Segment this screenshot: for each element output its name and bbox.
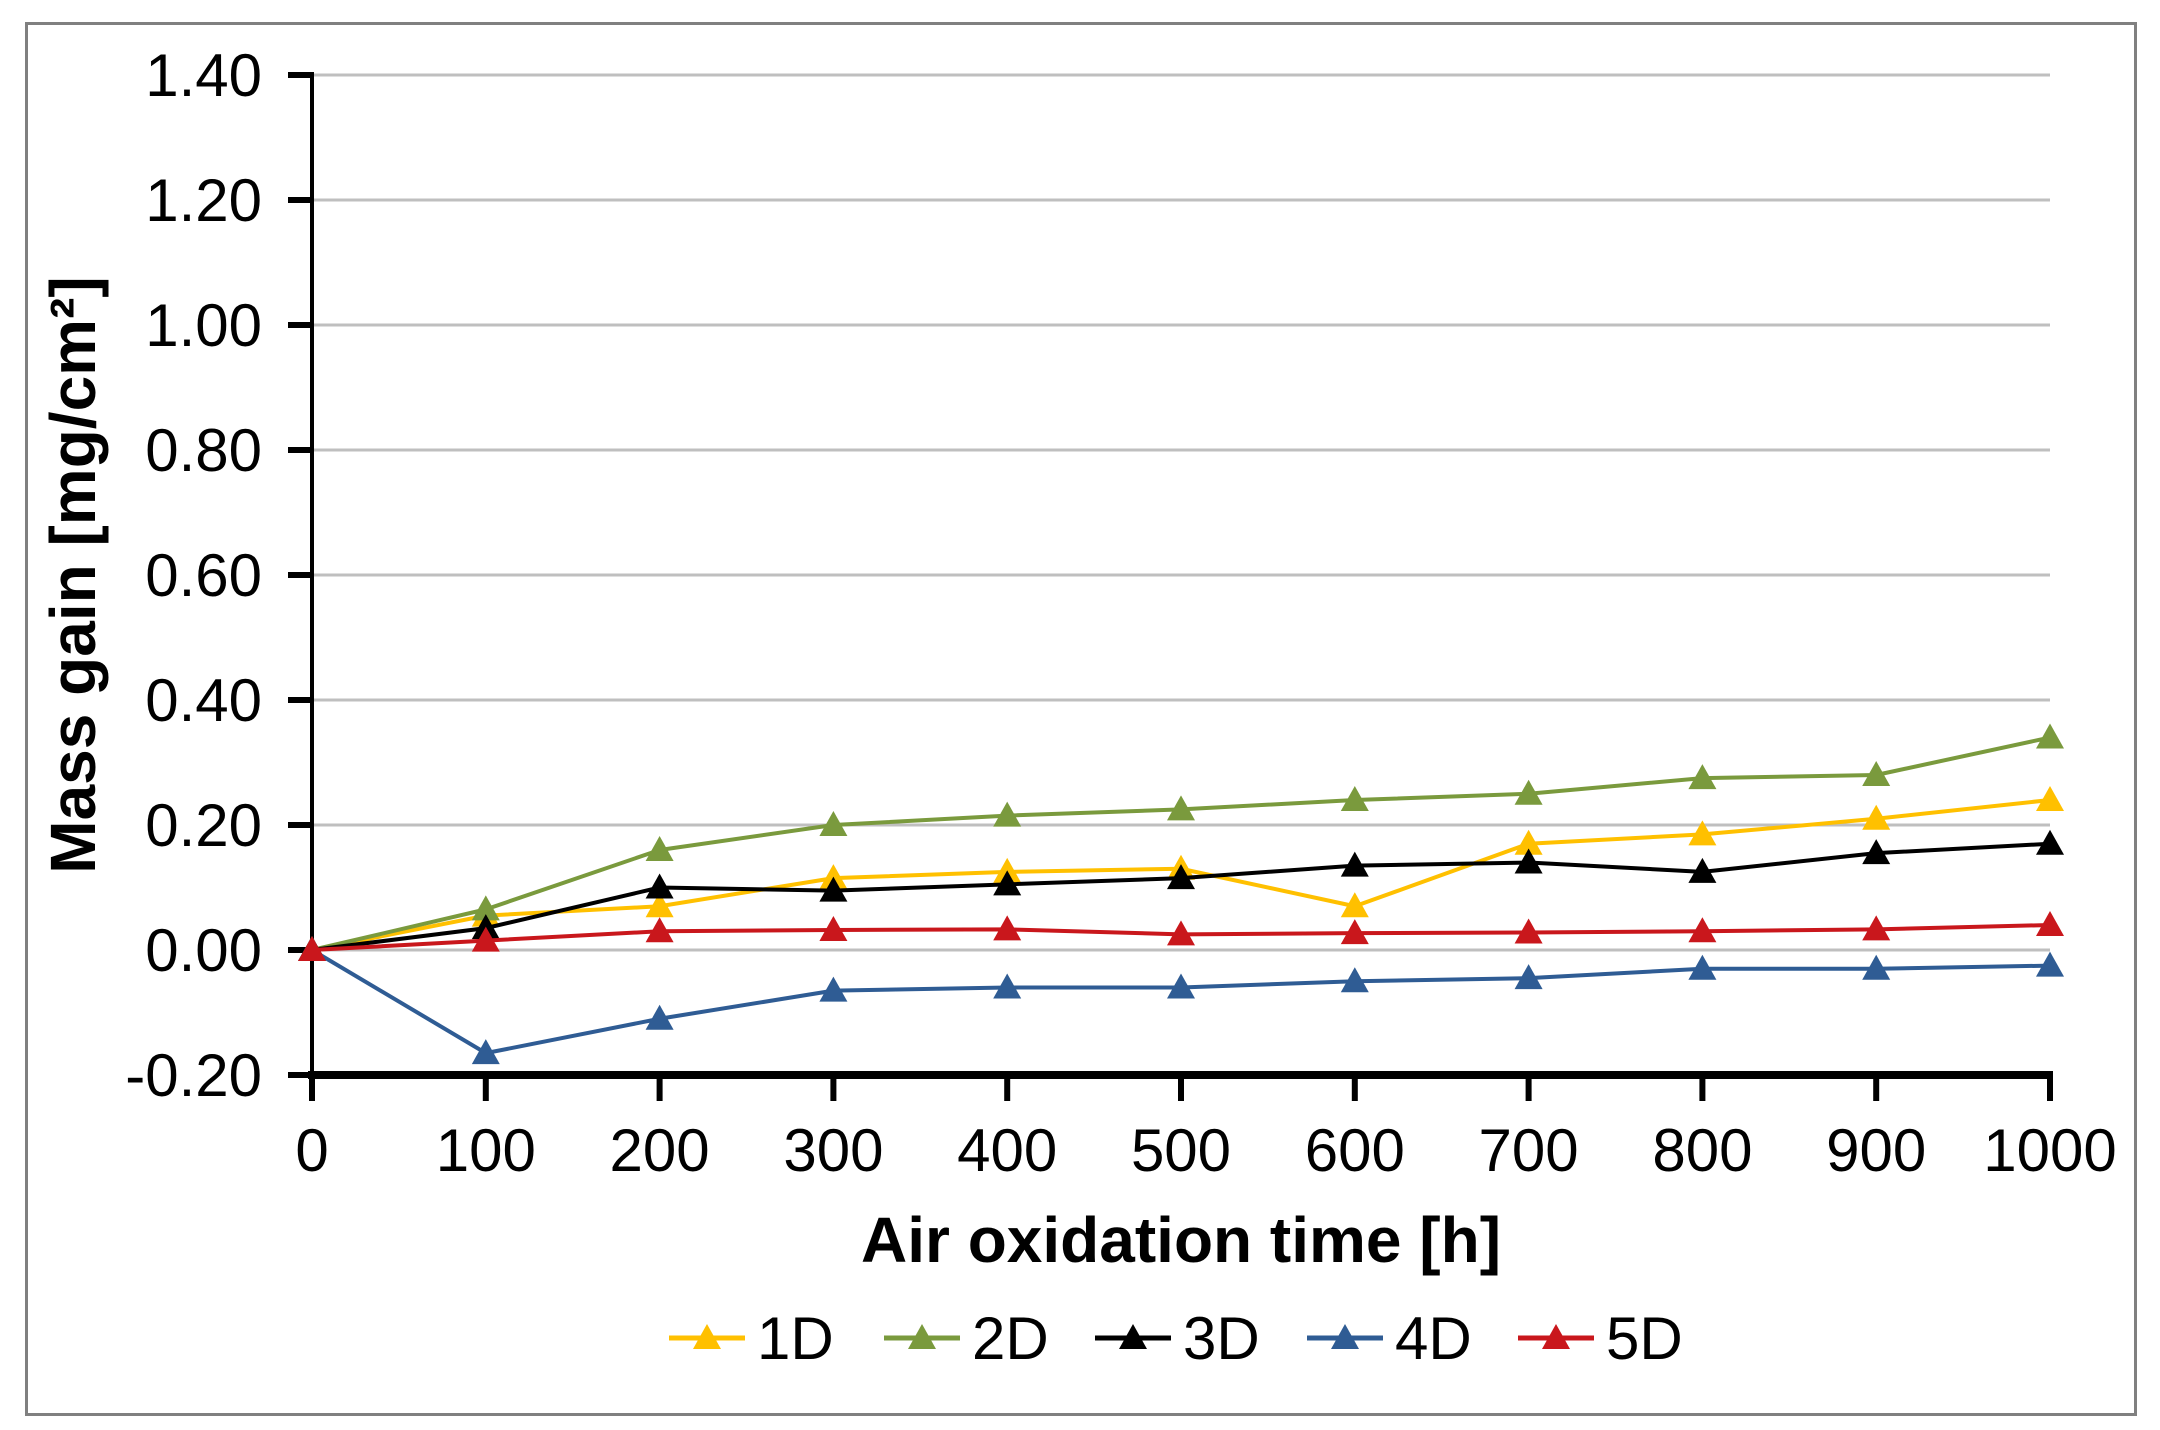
series-marker-5D — [993, 915, 1022, 941]
series-3D — [298, 829, 2064, 961]
series-marker-4D — [1688, 954, 1717, 980]
series-marker-3D — [645, 873, 674, 899]
x-tick-label: 200 — [610, 1117, 710, 1184]
legend-label-4D: 4D — [1395, 1305, 1472, 1372]
series-marker-4D — [1862, 954, 1891, 980]
legend-item-1D: 1D — [669, 1305, 834, 1372]
series-marker-3D — [1340, 851, 1369, 877]
series-marker-4D — [471, 1039, 500, 1065]
y-tick-label: 0.60 — [145, 542, 262, 609]
series-marker-2D — [645, 836, 674, 861]
series-2D — [298, 723, 2064, 961]
series-marker-5D — [1862, 915, 1891, 941]
legend-item-2D: 2D — [884, 1305, 1049, 1372]
x-tick-label: 0 — [295, 1117, 328, 1184]
series-marker-3D — [993, 870, 1022, 896]
legend-item-4D: 4D — [1307, 1305, 1472, 1372]
series-marker-3D — [1862, 839, 1891, 865]
series-line-4D — [310, 948, 2051, 1056]
series-marker-4D — [1514, 964, 1543, 990]
legend-label-3D: 3D — [1183, 1305, 1260, 1372]
series-marker-2D — [1340, 786, 1369, 811]
y-tick-label: 1.40 — [145, 42, 262, 109]
series-marker-2D — [1688, 764, 1717, 790]
series-marker-5D — [298, 936, 326, 961]
series-marker-4D — [645, 1004, 674, 1030]
x-tick-label: 300 — [783, 1117, 883, 1184]
y-tick-label: 0.00 — [145, 917, 262, 984]
series-marker-1D — [645, 892, 674, 918]
x-tick-label: 700 — [1479, 1117, 1579, 1184]
series-marker-3D — [1514, 848, 1543, 874]
series-4D — [298, 936, 2064, 1065]
legend-label-5D: 5D — [1606, 1305, 1683, 1372]
series-marker-4D — [819, 976, 848, 1002]
series-marker-2D — [1167, 795, 1195, 821]
y-tick-label: -0.20 — [125, 1042, 262, 1109]
figure-border — [25, 22, 2137, 1416]
legend-item-3D: 3D — [1095, 1305, 1260, 1372]
series-marker-3D — [819, 876, 848, 902]
y-tick-label: 1.20 — [145, 167, 262, 234]
series-marker-2D — [2036, 723, 2064, 749]
series-marker-5D — [1688, 917, 1717, 943]
series-marker-5D — [1340, 919, 1369, 945]
x-axis-title: Air oxidation time [h] — [861, 1204, 1501, 1276]
series-marker-5D — [819, 916, 848, 941]
series-marker-2D — [471, 895, 500, 921]
series-marker-1D — [1862, 804, 1891, 830]
gridlines — [312, 73, 2050, 952]
x-tick-label: 100 — [436, 1117, 536, 1184]
series-marker-4D — [993, 973, 1022, 999]
x-tick-label: 800 — [1652, 1117, 1752, 1184]
series-marker-5D — [1514, 918, 1543, 944]
series-5D — [298, 911, 2064, 961]
series-marker-4D — [1340, 967, 1369, 993]
x-tick-label: 600 — [1305, 1117, 1405, 1184]
x-tick-label: 500 — [1131, 1117, 1231, 1184]
series-marker-2D — [819, 811, 848, 836]
series-marker-5D — [471, 926, 500, 952]
x-tick-label: 400 — [957, 1117, 1057, 1184]
series-marker-2D — [1862, 761, 1891, 786]
series-marker-1D — [1340, 892, 1369, 918]
y-tick-label: 0.40 — [145, 667, 262, 734]
x-tick-label: 1000 — [1983, 1117, 2116, 1184]
legend-label-2D: 2D — [972, 1305, 1049, 1372]
tick-labels: -0.20 0.00 0.20 0.40 0.60 0.80 1.00 1.20 1.40 0 10… — [125, 42, 2117, 1184]
series-marker-1D — [1688, 820, 1717, 846]
legend-label-1D: 1D — [757, 1305, 834, 1372]
series-marker-3D — [1167, 864, 1195, 890]
legend-marker-3D — [1119, 1324, 1147, 1349]
legend: 1D 2D 3D 4D 5D — [669, 1305, 1683, 1372]
series-line-2D — [311, 735, 2051, 952]
series-marker-3D — [2036, 829, 2064, 855]
series-marker-2D — [1514, 779, 1543, 805]
y-tick-label: 1.00 — [145, 292, 262, 359]
legend-marker-5D — [1542, 1324, 1570, 1349]
legend-marker-2D — [908, 1324, 936, 1349]
series-marker-4D — [2036, 951, 2064, 977]
series-marker-3D — [1688, 857, 1717, 883]
series-marker-5D — [2036, 911, 2064, 936]
x-tick-label: 900 — [1826, 1117, 1926, 1184]
y-tick-label: 0.80 — [145, 417, 262, 484]
legend-marker-1D — [693, 1324, 721, 1349]
legend-marker-4D — [1331, 1324, 1359, 1349]
y-tick-label: 0.20 — [145, 792, 262, 859]
series-marker-2D — [993, 801, 1022, 827]
series-marker-5D — [645, 917, 674, 943]
series-marker-1D — [2036, 786, 2064, 811]
y-axis-title: Mass gain [mg/cm²] — [37, 276, 109, 873]
axes — [288, 72, 2053, 1101]
legend-item-5D: 5D — [1518, 1305, 1683, 1372]
series-marker-5D — [1167, 920, 1195, 946]
series-marker-1D — [1514, 829, 1543, 855]
series-marker-4D — [1167, 973, 1195, 999]
